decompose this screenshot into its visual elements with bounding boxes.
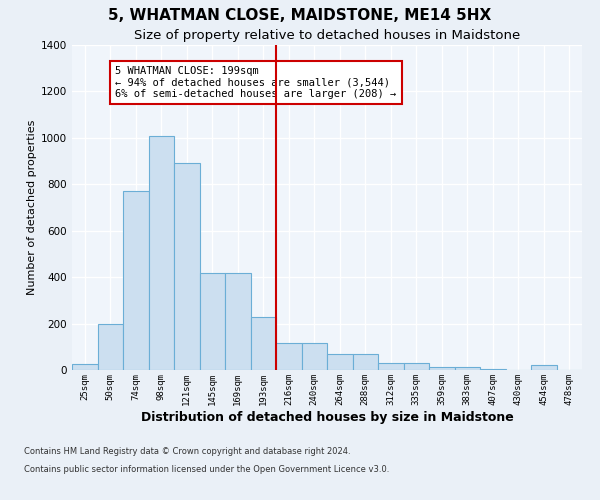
Bar — [251, 316, 276, 370]
Bar — [174, 164, 199, 370]
Bar — [123, 191, 149, 370]
Text: 5, WHATMAN CLOSE, MAIDSTONE, ME14 5HX: 5, WHATMAN CLOSE, MAIDSTONE, ME14 5HX — [109, 8, 491, 22]
Bar — [225, 272, 251, 370]
Text: Contains public sector information licensed under the Open Government Licence v3: Contains public sector information licen… — [24, 465, 389, 474]
Text: 5 WHATMAN CLOSE: 199sqm
← 94% of detached houses are smaller (3,544)
6% of semi-: 5 WHATMAN CLOSE: 199sqm ← 94% of detache… — [115, 66, 397, 99]
Bar — [149, 136, 174, 370]
Bar — [353, 354, 378, 370]
Bar — [455, 366, 480, 370]
Bar — [531, 366, 557, 370]
Bar — [404, 363, 429, 370]
Bar — [378, 363, 404, 370]
Title: Size of property relative to detached houses in Maidstone: Size of property relative to detached ho… — [134, 30, 520, 43]
Bar — [72, 364, 97, 370]
Y-axis label: Number of detached properties: Number of detached properties — [27, 120, 37, 295]
Bar — [480, 369, 505, 370]
Bar — [302, 344, 327, 370]
Text: Contains HM Land Registry data © Crown copyright and database right 2024.: Contains HM Land Registry data © Crown c… — [24, 448, 350, 456]
Bar — [276, 344, 302, 370]
X-axis label: Distribution of detached houses by size in Maidstone: Distribution of detached houses by size … — [140, 410, 514, 424]
Bar — [327, 354, 353, 370]
Bar — [97, 324, 123, 370]
Bar — [429, 366, 455, 370]
Bar — [199, 272, 225, 370]
